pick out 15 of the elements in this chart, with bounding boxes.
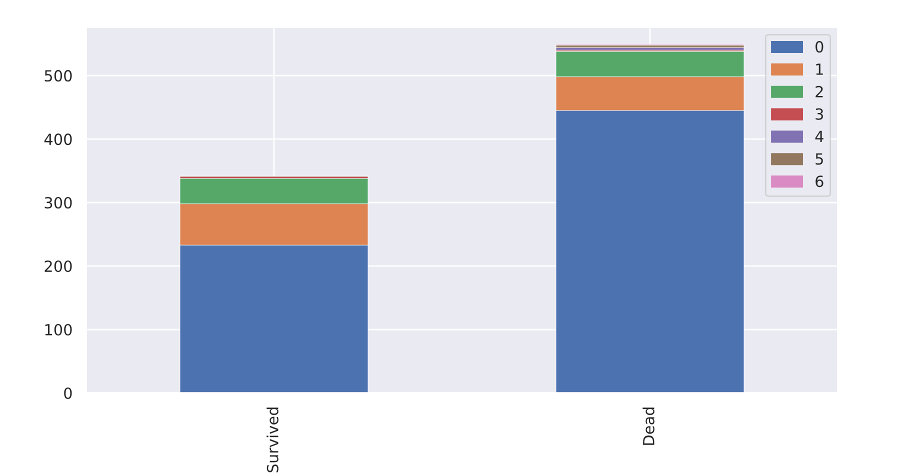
y-tick-label: 300 (44, 196, 72, 209)
legend-label: 0 (816, 41, 824, 53)
legend-label: 4 (815, 130, 824, 142)
legend-label: 1 (816, 64, 823, 75)
y-tick-label: 100 (45, 324, 72, 336)
legend-label: 3 (816, 108, 824, 120)
x-tick-label: Survived (266, 408, 278, 472)
y-tick-label: 400 (44, 133, 72, 146)
legend-label: 6 (816, 176, 824, 188)
y-tick-label: 0 (64, 387, 72, 400)
y-tick-label: 500 (44, 70, 72, 82)
legend-label: 2 (816, 86, 823, 98)
x-tick-label: Dead (642, 408, 654, 445)
y-tick-label: 200 (44, 260, 72, 272)
legend-label: 5 (816, 153, 823, 165)
